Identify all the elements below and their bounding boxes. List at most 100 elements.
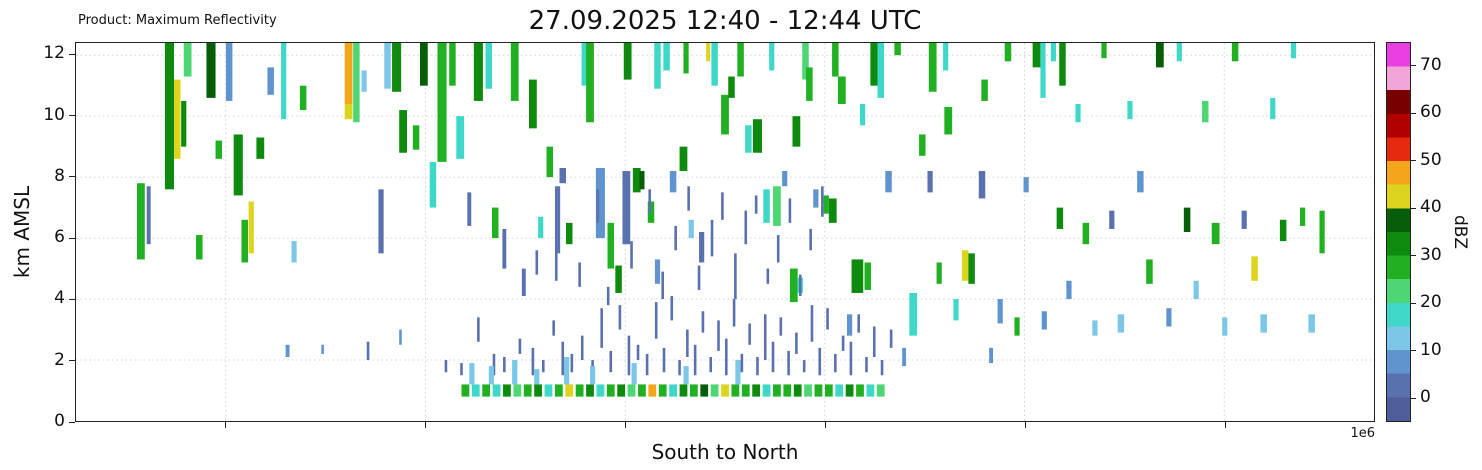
colorbar-tick-label: 30 [1420,244,1442,265]
y-tick-mark [69,115,75,117]
colorbar-tick-label: 10 [1420,339,1442,360]
reflectivity-bar [627,384,636,397]
reflectivity-bar [978,171,986,199]
reflectivity-bar [281,43,287,120]
reflectivity-bar [570,353,574,373]
reflectivity-bar [1082,222,1090,245]
reflectivity-bar [809,228,812,251]
reflectivity-bar [648,384,657,397]
y-tick-label: 6 [54,227,65,248]
reflectivity-bar [1041,311,1047,330]
reflectivity-bar [701,311,705,333]
reflectivity-bar [782,171,788,187]
x-tick-mark [1025,422,1027,428]
reflectivity-bar [821,186,824,217]
reflectivity-bar [662,347,666,373]
reflectivity-bar [521,268,526,297]
reflectivity-bar [488,366,494,385]
reflectivity-bar [697,265,701,290]
reflectivity-bar [683,366,689,385]
reflectivity-bar [321,344,324,354]
reflectivity-bar [779,317,783,336]
reflectivity-bar [1032,43,1041,68]
y-tick-mark [69,53,75,55]
y-tick-mark [69,176,75,178]
reflectivity-bar [590,366,596,385]
reflectivity-bar [709,356,713,373]
reflectivity-bar [936,262,942,284]
reflectivity-bar [559,167,566,184]
reflectivity-bar [793,384,802,397]
reflectivity-bar [344,103,353,120]
reflectivity-bar [837,76,846,104]
reflectivity-bar [902,347,907,367]
reflectivity-bar [737,43,744,77]
reflectivity-bar [1183,207,1191,232]
reflectivity-bar [763,314,767,361]
reflectivity-bar [826,308,829,330]
reflectivity-bar [928,43,937,92]
reflectivity-bar [745,125,752,153]
reflectivity-bar [1231,43,1239,62]
reflectivity-bar [607,222,615,269]
colorbar-tick-mark [1411,350,1416,352]
reflectivity-bar [943,43,949,71]
reflectivity-bar [1260,314,1267,333]
reflectivity-bar [485,43,493,89]
reflectivity-bar [378,189,384,254]
reflectivity-bar [1056,207,1064,229]
colorbar-tick-mark [1411,397,1416,399]
reflectivity-bar [699,232,705,263]
reflectivity-bar [953,299,959,321]
reflectivity-bar [622,171,631,245]
reflectivity-bar [615,265,622,293]
reflectivity-bar [535,250,539,275]
reflectivity-bar [876,384,885,397]
reflectivity-bar [630,241,633,269]
reflectivity-bar [748,323,751,345]
reflectivity-bar [1193,280,1199,300]
reflectivity-plot-canvas [76,43,1374,421]
reflectivity-bar [847,314,853,336]
x-tick-mark [424,422,426,428]
reflectivity-bar [648,189,652,214]
reflectivity-bar [1202,100,1209,123]
reflectivity-bar [841,335,845,351]
reflectivity-bar [586,43,594,123]
reflectivity-bar [889,329,893,348]
reflectivity-bar [399,110,407,153]
x-axis-label: South to North [651,440,799,464]
reflectivity-bar [814,384,823,397]
reflectivity-bar [823,195,829,214]
reflectivity-bar [810,305,814,342]
reflectivity-bar [706,43,711,62]
colorbar-tick-label: 0 [1420,387,1431,408]
reflectivity-bar [267,67,274,95]
reflectivity-bar [687,186,690,211]
reflectivity-bar [595,167,605,239]
reflectivity-bar [248,201,254,254]
reflectivity-bar [789,268,798,303]
reflectivity-bar [788,198,792,223]
reflectivity-bar [529,79,537,129]
reflectivity-bar [627,335,631,376]
reflectivity-bar [299,85,307,111]
reflectivity-bar [285,344,290,357]
reflectivity-bar [606,384,615,397]
reflectivity-bar [353,43,360,123]
reflectivity-bar [636,344,640,361]
reflectivity-bar [851,259,864,293]
reflectivity-bar [688,219,694,239]
reflectivity-bar [927,171,933,193]
reflectivity-bar [578,262,581,287]
y-tick-label: 8 [54,165,65,186]
reflectivity-bar [693,344,697,376]
reflectivity-bar [824,384,833,397]
reflectivity-bar [997,299,1003,324]
reflectivity-bar [792,116,801,147]
colorbar-tick-label: 20 [1420,292,1442,313]
reflectivity-bar [859,103,866,126]
reflectivity-bar [546,146,554,178]
reflectivity-bar [492,384,501,397]
